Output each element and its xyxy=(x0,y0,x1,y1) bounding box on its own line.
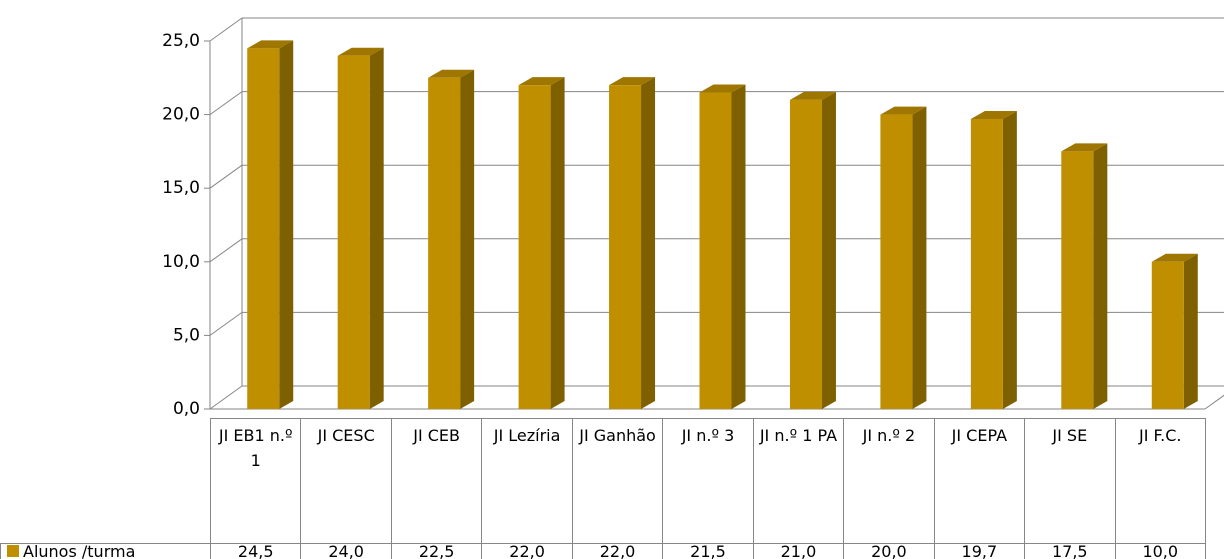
grid-line xyxy=(209,17,243,42)
bar-top xyxy=(880,106,927,115)
y-tick-label: 10,0 xyxy=(162,252,200,272)
bar-top xyxy=(518,77,565,86)
bar-top xyxy=(789,91,836,100)
bar xyxy=(1151,253,1198,409)
bar xyxy=(789,91,836,409)
bar-top xyxy=(428,69,475,78)
bar-side xyxy=(279,40,294,410)
x-tick-label: JI CEPA xyxy=(933,418,1026,544)
x-tick-label: JI n.º 1 PA xyxy=(752,418,845,544)
y-tick-label: 15,0 xyxy=(162,178,200,198)
bar xyxy=(609,77,656,409)
y-tick-label: 5,0 xyxy=(173,325,200,345)
bar-side xyxy=(821,91,836,409)
legend-label: Alunos /turma xyxy=(23,543,136,559)
bar-top xyxy=(609,77,656,86)
data-label: 24,5 xyxy=(210,543,302,559)
y-tick-label: 25,0 xyxy=(162,31,200,51)
bar-side xyxy=(912,106,927,409)
bar-top xyxy=(699,84,746,93)
data-label: 17,5 xyxy=(1024,543,1116,559)
bar xyxy=(880,106,927,409)
grid-line xyxy=(209,91,243,116)
grid-line xyxy=(209,385,243,410)
data-label: 22,0 xyxy=(481,543,573,559)
bar-top xyxy=(1061,143,1108,152)
bar-front xyxy=(247,48,280,410)
x-tick-label: JI Lezíria xyxy=(481,418,573,544)
x-tick-label: JI CEB xyxy=(390,418,483,544)
bar xyxy=(970,111,1017,410)
x-tick-label: JI SE xyxy=(1024,418,1116,544)
grid-line xyxy=(209,164,243,189)
bar-top xyxy=(247,40,294,49)
bar xyxy=(518,77,565,409)
bar xyxy=(337,47,384,409)
grid-line xyxy=(209,311,243,336)
bar-top xyxy=(970,111,1017,120)
legend-key xyxy=(7,545,19,557)
x-tick-label: JI EB1 n.º 1 xyxy=(210,418,302,544)
data-label: 22,0 xyxy=(571,543,664,559)
x-tick-label: JI n.º 3 xyxy=(662,418,754,544)
x-tick-label: JI CESC xyxy=(300,418,392,544)
bar-side xyxy=(641,77,656,409)
data-label: 21,0 xyxy=(752,543,845,559)
y-tick-label: 20,0 xyxy=(162,105,200,125)
bar xyxy=(428,69,475,410)
x-tick-label: JI n.º 2 xyxy=(843,418,935,544)
bar xyxy=(1061,143,1108,409)
x-tick-label: JI Ganhão xyxy=(571,418,664,544)
bar-front xyxy=(1061,151,1094,409)
bar-top xyxy=(1151,253,1198,262)
grid-line xyxy=(209,238,243,263)
y-tick-label: 0,0 xyxy=(173,399,200,419)
bar-front xyxy=(699,92,732,410)
bar-front xyxy=(609,85,642,409)
bar-side xyxy=(460,69,475,410)
bar-side xyxy=(1183,253,1198,409)
bar-front xyxy=(518,85,551,409)
legend-cell: Alunos /turma xyxy=(0,543,211,559)
bar-front xyxy=(337,55,370,409)
data-label: 19,7 xyxy=(933,543,1026,559)
bar-top xyxy=(337,47,384,56)
bar-side xyxy=(550,77,565,409)
bar xyxy=(247,40,294,410)
floor-right xyxy=(1204,394,1224,410)
bar-front xyxy=(1151,261,1184,409)
data-label: 22,5 xyxy=(390,543,483,559)
bar xyxy=(699,84,746,410)
bar-front xyxy=(428,77,461,410)
bar-front xyxy=(789,99,822,409)
bar-side xyxy=(369,47,384,409)
bar-front xyxy=(970,119,1003,410)
data-label: 10,0 xyxy=(1114,543,1206,559)
bar-side xyxy=(731,84,746,410)
data-label: 24,0 xyxy=(300,543,392,559)
data-label: 21,5 xyxy=(662,543,754,559)
data-label: 20,0 xyxy=(843,543,935,559)
x-tick-label: JI F.C. xyxy=(1114,418,1206,544)
bar-side xyxy=(1002,111,1017,410)
bar-front xyxy=(880,114,913,409)
bar-side xyxy=(1093,143,1108,409)
